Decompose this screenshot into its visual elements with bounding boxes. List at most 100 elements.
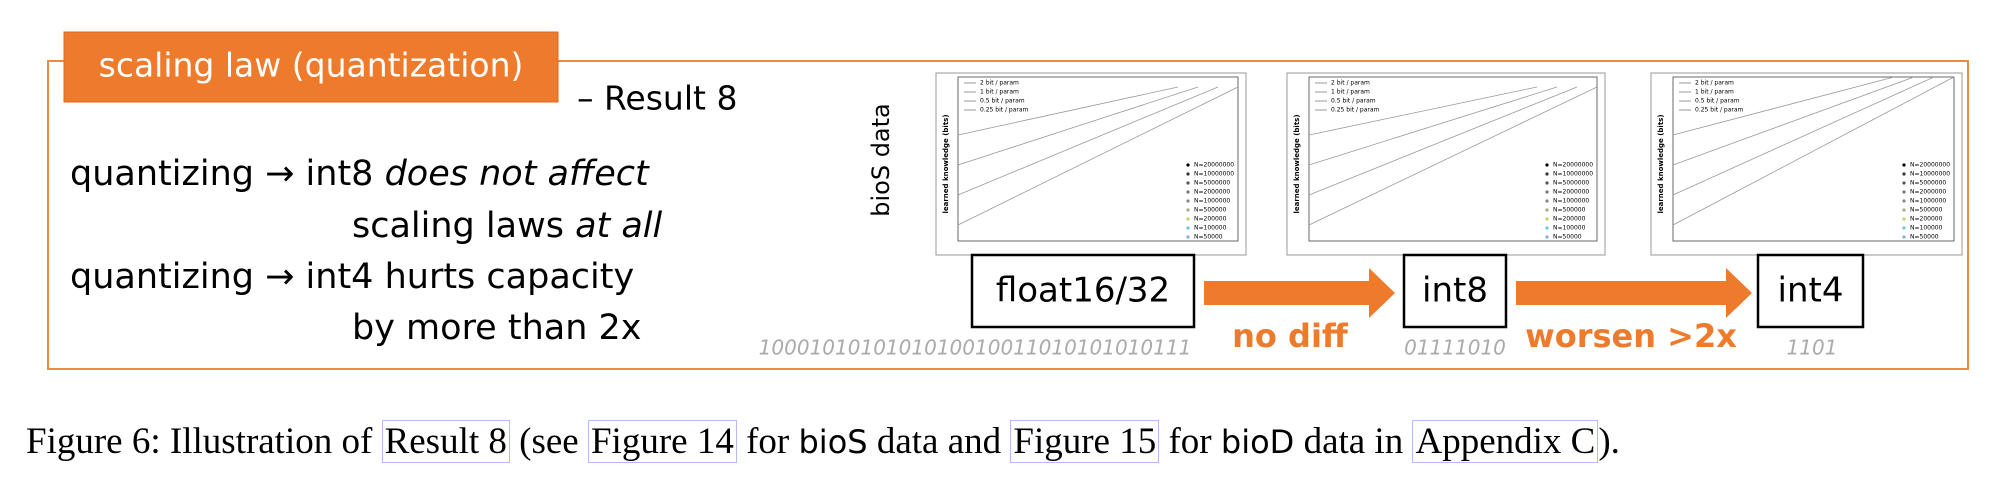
caption-part: bioS — [798, 423, 868, 461]
caption-part: ). — [1598, 421, 1620, 462]
legend-label: N=5000000 — [1910, 180, 1946, 187]
legend-label: 0.25 bit / param — [1331, 107, 1380, 114]
reference-line — [1672, 76, 1895, 136]
caption-part: data in — [1294, 421, 1413, 462]
bit-string: 1000101010101010010011010101010111 — [759, 336, 1192, 360]
legend-label: N=5000000 — [1553, 180, 1589, 187]
legend-label: N=200000 — [1910, 216, 1943, 223]
legend-dot — [1902, 163, 1906, 167]
legend-label: N=2000000 — [1553, 189, 1589, 196]
legend-label: 1 bit / param — [980, 89, 1019, 96]
legend-dot — [1902, 172, 1906, 176]
reference-line — [957, 86, 1219, 196]
legend-label: N=10000000 — [1553, 171, 1593, 178]
caption-part[interactable]: Figure 14 — [587, 420, 737, 463]
statement-line: quantizing → int8 does not affect — [70, 154, 650, 194]
panel-axes — [1308, 76, 1598, 242]
legend-dot — [1186, 190, 1190, 194]
caption-part: data and — [867, 421, 1011, 462]
caption-part: bioD — [1220, 423, 1295, 461]
legend-dot — [1186, 208, 1190, 212]
legend-dot — [1186, 163, 1190, 167]
tab-title: scaling law (quantization) — [99, 46, 524, 85]
stage-box — [1756, 253, 1865, 329]
stage-label: int8 — [1422, 271, 1488, 311]
legend-dot — [1186, 172, 1190, 176]
reference-line — [1672, 76, 1955, 226]
stage-box — [970, 253, 1196, 329]
legend-label: 0.5 bit / param — [1331, 98, 1376, 105]
caption-part[interactable]: Figure 15 — [1010, 420, 1160, 463]
panel-y-label: learned knowledge (bits) — [942, 114, 950, 213]
panel-y-label: learned knowledge (bits) — [1293, 114, 1301, 213]
result-label: – Result 8 — [577, 79, 737, 118]
caption-part: for — [1159, 421, 1221, 462]
caption-part: for — [736, 421, 799, 462]
legend-label: 2 bit / param — [1331, 80, 1370, 87]
legend-label: 2 bit / param — [1695, 80, 1734, 87]
panel-border — [935, 72, 1247, 256]
legend-label: 0.25 bit / param — [980, 107, 1029, 114]
legend-label: 0.25 bit / param — [1695, 107, 1744, 114]
legend-dot — [1902, 226, 1906, 230]
legend-dot — [1545, 226, 1549, 230]
legend-label: N=100000 — [1910, 225, 1943, 232]
side-label: bioS data — [867, 103, 895, 217]
legend-label: N=50000 — [1553, 234, 1582, 241]
legend-label: N=2000000 — [1910, 189, 1946, 196]
caption-part: (see — [509, 421, 588, 462]
legend-label: 1 bit / param — [1331, 89, 1370, 96]
legend-label: N=2000000 — [1194, 189, 1230, 196]
legend-label: N=500000 — [1910, 207, 1943, 214]
caption-part: Figure 6: Illustration of — [26, 421, 382, 462]
caption-part[interactable]: Result 8 — [381, 420, 510, 463]
statement-part: scaling laws — [352, 206, 575, 246]
bit-string: 01111010 — [1404, 336, 1506, 360]
panel-axes — [1672, 76, 1955, 242]
stage-label: float16/32 — [996, 271, 1170, 311]
panel-border — [1650, 72, 1963, 256]
statement-part: at all — [575, 206, 662, 246]
legend-dot — [1186, 217, 1190, 221]
arrow-label: no diff — [1232, 317, 1349, 355]
legend-label: 1 bit / param — [1695, 89, 1734, 96]
legend-label: 0.5 bit / param — [980, 98, 1025, 105]
panel-y-label: learned knowledge (bits) — [1657, 114, 1665, 213]
statement-line: by more than 2x — [352, 308, 642, 348]
legend-dot — [1545, 199, 1549, 203]
frame — [47, 60, 1969, 370]
legend-label: N=10000000 — [1910, 171, 1950, 178]
stage-label: int4 — [1778, 271, 1844, 311]
legend-dot — [1902, 235, 1906, 239]
panel: learned knowledge (bits) 2 bit / param 1 b… — [935, 72, 1247, 256]
legend-label: N=1000000 — [1553, 198, 1589, 205]
legend-dot — [1902, 208, 1906, 212]
reference-line — [1308, 86, 1558, 166]
arrow — [1204, 268, 1395, 318]
legend-dot — [1186, 226, 1190, 230]
figure: scaling law (quantization) – Result 8 bi… — [47, 31, 1969, 370]
statement-line: scaling laws at all — [352, 206, 663, 246]
legend-label: N=500000 — [1553, 207, 1586, 214]
arrow — [1516, 268, 1752, 318]
legend-label: N=20000000 — [1194, 162, 1234, 169]
panel: learned knowledge (bits) 2 bit / param 1 b… — [1286, 72, 1606, 256]
legend-dot — [1545, 208, 1549, 212]
legend-dot — [1186, 235, 1190, 239]
reference-line — [1308, 86, 1538, 136]
legend-label: N=50000 — [1910, 234, 1939, 241]
legend-dot — [1545, 190, 1549, 194]
legend-dot — [1902, 181, 1906, 185]
caption-part[interactable]: Appendix C — [1412, 420, 1599, 463]
statement-line: quantizing → int4 hurts capacity — [70, 257, 634, 297]
legend-label: N=5000000 — [1194, 180, 1230, 187]
reference-line — [1308, 86, 1598, 226]
panel-border — [1286, 72, 1606, 256]
legend-dot — [1545, 235, 1549, 239]
tab — [63, 31, 559, 103]
legend-dot — [1902, 217, 1906, 221]
legend-label: N=200000 — [1194, 216, 1227, 223]
legend-dot — [1545, 172, 1549, 176]
reference-line — [1308, 86, 1578, 196]
